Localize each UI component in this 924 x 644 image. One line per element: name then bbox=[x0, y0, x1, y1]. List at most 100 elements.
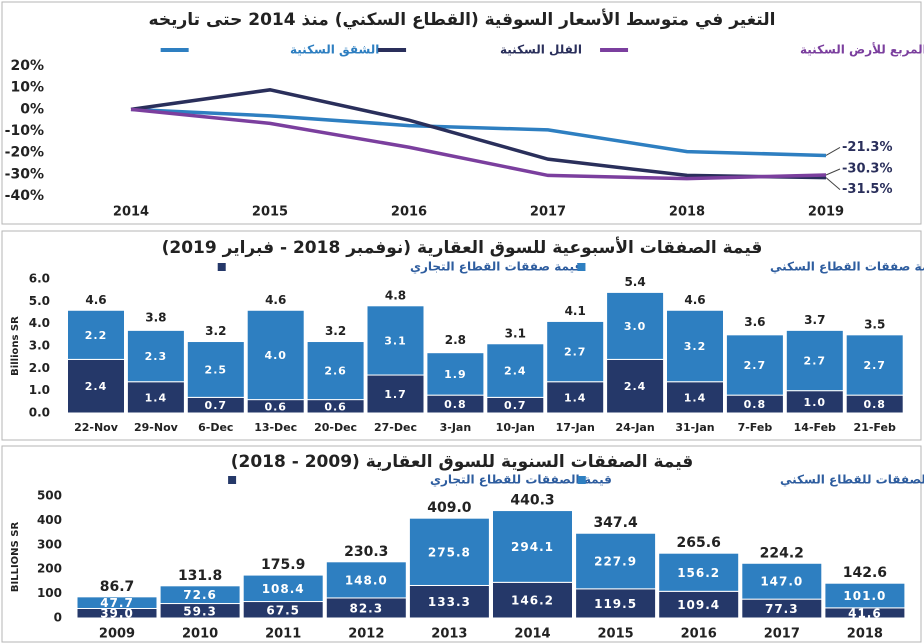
bar-segment bbox=[366, 374, 425, 414]
segment-label: 2.7 bbox=[744, 359, 767, 372]
total-label: 3.7 bbox=[804, 313, 825, 327]
bar-segment bbox=[575, 588, 657, 619]
segment-label: 2.6 bbox=[324, 365, 347, 378]
total-label: 4.8 bbox=[385, 288, 406, 302]
series-line bbox=[130, 88, 827, 180]
x-tick-label: 2019 bbox=[808, 205, 844, 220]
x-tick-label: 2014 bbox=[113, 205, 149, 220]
segment-label: 1.9 bbox=[444, 368, 467, 381]
legend-marker bbox=[577, 263, 586, 271]
segment-label: 2.7 bbox=[863, 359, 886, 372]
bar-segment bbox=[67, 309, 125, 360]
x-tick-label: 24-Jan bbox=[615, 421, 654, 434]
segment-label: 72.6 bbox=[183, 588, 217, 602]
segment-label: 108.4 bbox=[262, 582, 305, 596]
segment-label: 133.3 bbox=[428, 595, 471, 609]
segment-label: 148.0 bbox=[345, 573, 388, 587]
segment-label: 0.6 bbox=[324, 400, 347, 413]
bar-segment bbox=[242, 574, 324, 603]
bar-segment bbox=[492, 510, 573, 583]
segment-label: 2.4 bbox=[85, 380, 108, 393]
segment-label: 0.6 bbox=[264, 400, 287, 413]
legend-label: المتر المربع للأرض السكنية bbox=[800, 42, 924, 57]
segment-label: 146.2 bbox=[511, 594, 554, 608]
segment-label: 2.7 bbox=[804, 355, 827, 368]
total-label: 230.3 bbox=[344, 544, 388, 560]
y-tick-label: 500 bbox=[37, 489, 62, 503]
segment-label: 294.1 bbox=[511, 540, 554, 554]
y-tick-label: 1.0 bbox=[29, 383, 50, 397]
x-tick-label: 31-Jan bbox=[675, 421, 714, 434]
bar-segment bbox=[408, 517, 490, 586]
bar-segment bbox=[785, 329, 844, 392]
x-tick-label: 2015 bbox=[252, 205, 288, 220]
y-tick-label: 10% bbox=[10, 80, 44, 96]
y-tick-label: 2.0 bbox=[29, 361, 50, 375]
data-label: -21.3% bbox=[842, 140, 893, 155]
segment-label: 4.0 bbox=[264, 349, 287, 362]
segment-label: 67.5 bbox=[266, 603, 300, 617]
segment-label: 1.0 bbox=[804, 396, 827, 409]
segment-label: 119.5 bbox=[594, 597, 637, 611]
x-tick-label: 2009 bbox=[99, 627, 135, 642]
bar-segment bbox=[845, 334, 904, 396]
total-label: 4.6 bbox=[265, 293, 286, 307]
total-label: 5.4 bbox=[624, 275, 645, 289]
legend-marker bbox=[217, 263, 226, 271]
x-tick-label: 2016 bbox=[681, 627, 717, 642]
bar-segment bbox=[426, 352, 485, 396]
bar-segment bbox=[306, 341, 365, 401]
bar-segment bbox=[492, 581, 573, 619]
total-label: 131.8 bbox=[178, 568, 222, 584]
total-label: 3.2 bbox=[205, 324, 226, 338]
bar-segment bbox=[246, 309, 305, 401]
y-tick-label: 300 bbox=[37, 537, 62, 551]
total-label: 4.6 bbox=[85, 293, 106, 307]
y-tick-label: -20% bbox=[5, 145, 44, 161]
y-axis-label: Billions SR bbox=[10, 316, 21, 376]
total-label: 175.9 bbox=[261, 557, 305, 573]
segment-label: 3.2 bbox=[684, 340, 707, 353]
x-tick-label: 21-Feb bbox=[854, 421, 896, 434]
y-tick-label: 20% bbox=[10, 58, 44, 74]
y-tick-label: 400 bbox=[37, 513, 62, 527]
total-label: 3.1 bbox=[505, 326, 526, 340]
segment-label: 59.3 bbox=[183, 604, 217, 618]
y-tick-label: -10% bbox=[5, 123, 44, 139]
x-tick-label: 7-Feb bbox=[738, 421, 773, 434]
segment-label: 0.8 bbox=[863, 398, 886, 411]
legend-marker bbox=[577, 476, 586, 484]
segment-label: 3.1 bbox=[384, 334, 407, 347]
segment-label: 147.0 bbox=[760, 575, 803, 589]
segment-label: 227.9 bbox=[594, 555, 637, 569]
x-tick-label: 17-Jan bbox=[556, 421, 595, 434]
segment-label: 2.5 bbox=[205, 363, 228, 376]
bar-segment bbox=[725, 334, 784, 396]
bar-segment bbox=[325, 561, 407, 599]
chart-title: التغير في متوسط الأسعار السوقية (القطاع … bbox=[149, 9, 776, 30]
y-tick-label: 6.0 bbox=[29, 272, 50, 286]
x-tick-label: 29-Nov bbox=[134, 421, 179, 434]
bar-segment bbox=[126, 329, 185, 383]
total-label: 4.1 bbox=[565, 304, 586, 318]
x-tick-label: 2016 bbox=[391, 205, 427, 220]
segment-label: 47.7 bbox=[100, 596, 134, 610]
segment-label: 2.3 bbox=[145, 350, 168, 363]
y-tick-label: 100 bbox=[37, 586, 62, 600]
x-tick-label: 2012 bbox=[348, 627, 384, 642]
x-tick-label: 27-Dec bbox=[374, 421, 417, 434]
legend-label: قيمة صفقات القطاع التجاري bbox=[410, 260, 582, 274]
label-leader bbox=[825, 147, 841, 156]
x-tick-label: 13-Dec bbox=[254, 421, 297, 434]
segment-label: 77.3 bbox=[765, 602, 799, 616]
bar-segment bbox=[486, 343, 545, 398]
legend-marker bbox=[228, 476, 237, 484]
legend-label: قيمة الصفقات للقطاع السكني bbox=[780, 473, 924, 487]
total-label: 3.8 bbox=[145, 311, 166, 325]
legend-label: الشقق السكنية bbox=[290, 43, 379, 57]
segment-label: 1.7 bbox=[384, 388, 407, 401]
segment-label: 0.8 bbox=[744, 398, 767, 411]
total-label: 3.6 bbox=[744, 315, 765, 329]
x-tick-label: 14-Feb bbox=[794, 421, 836, 434]
